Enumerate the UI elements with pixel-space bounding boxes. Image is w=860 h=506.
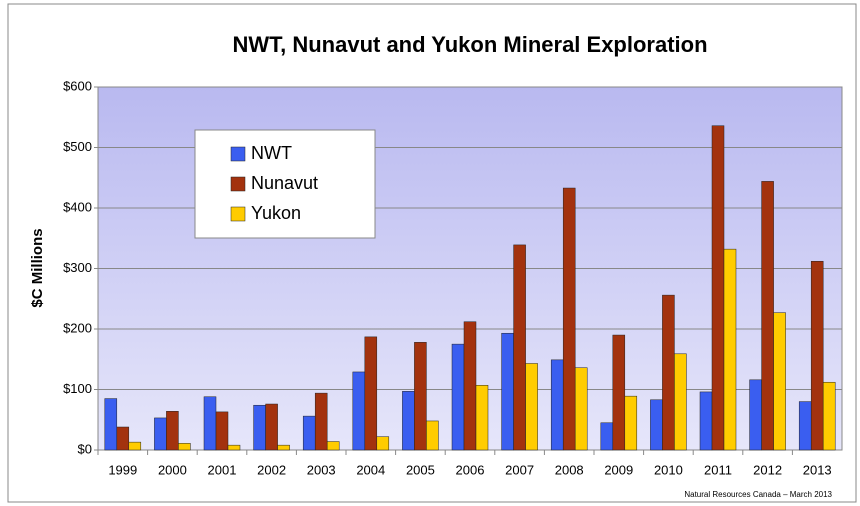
y-tick-label: $600 (63, 78, 92, 93)
bar (253, 404, 266, 451)
bar (166, 411, 179, 451)
legend-swatch (230, 176, 246, 192)
legend-label: Nunavut (251, 173, 318, 193)
bar (302, 415, 316, 451)
bar (314, 392, 328, 451)
bar (600, 422, 614, 451)
y-tick-label: $200 (63, 320, 92, 335)
frame (7, 3, 857, 503)
bar (612, 334, 626, 451)
bar (451, 343, 465, 451)
bar (550, 359, 564, 451)
bar (761, 181, 774, 451)
bar (426, 420, 439, 451)
bar (128, 441, 142, 451)
bar (525, 363, 538, 451)
bar (574, 367, 588, 451)
x-tick-label: 2010 (654, 462, 683, 477)
bar (624, 395, 638, 451)
bar (699, 391, 713, 451)
x-tick-label: 2013 (803, 462, 832, 477)
bar (104, 398, 118, 451)
bar (376, 436, 390, 451)
bar (227, 444, 241, 451)
x-tick-label: 2002 (257, 462, 286, 477)
y-tick-label: $300 (63, 260, 92, 275)
bar (215, 411, 229, 451)
bar (402, 391, 415, 451)
bar (822, 381, 836, 451)
bar (798, 401, 812, 451)
x-tick-label: 1999 (108, 462, 137, 477)
bar (178, 443, 191, 451)
x-tick-label: 2008 (555, 462, 584, 477)
bar (364, 336, 378, 451)
bar (674, 353, 687, 451)
x-tick-label: 2012 (753, 462, 782, 477)
chart-title: NWT, Nunavut and Yukon Mineral Explorati… (232, 32, 707, 57)
bar (203, 396, 217, 451)
bar (501, 332, 514, 451)
x-tick-label: 2005 (406, 462, 435, 477)
x-tick-label: 2011 (704, 462, 732, 477)
y-tick-label: $100 (63, 381, 92, 396)
bar (562, 187, 576, 451)
bar (711, 125, 725, 451)
legend-label: NWT (251, 143, 292, 163)
bar (723, 248, 737, 451)
bar (513, 244, 526, 451)
x-tick-label: 2007 (505, 462, 534, 477)
bar (662, 294, 675, 451)
bar (265, 403, 278, 451)
legend-swatch (230, 146, 246, 162)
legend-label: Yukon (251, 203, 301, 223)
x-tick-label: 2004 (356, 462, 385, 477)
bar (154, 417, 167, 451)
legend-box (194, 129, 376, 239)
bar (475, 385, 489, 451)
bar (414, 342, 427, 451)
bar (650, 399, 663, 451)
bar (749, 379, 762, 451)
bar (352, 371, 366, 451)
bar (116, 426, 130, 451)
y-tick-label: $500 (63, 139, 92, 154)
x-tick-label: 2003 (307, 462, 336, 477)
bar (277, 444, 290, 451)
y-axis-label: $C Millions (29, 228, 46, 307)
x-tick-label: 2006 (456, 462, 485, 477)
bar (326, 441, 340, 451)
x-tick-label: 2001 (208, 462, 237, 477)
bar (773, 312, 786, 451)
legend-swatch (230, 206, 246, 222)
y-tick-label: $400 (63, 199, 92, 214)
bar (463, 321, 477, 451)
source-note: Natural Resources Canada – March 2013 (684, 490, 832, 499)
x-tick-label: 2009 (604, 462, 633, 477)
x-tick-label: 2000 (158, 462, 187, 477)
y-tick-label: $0 (78, 441, 92, 456)
bar (810, 260, 824, 451)
